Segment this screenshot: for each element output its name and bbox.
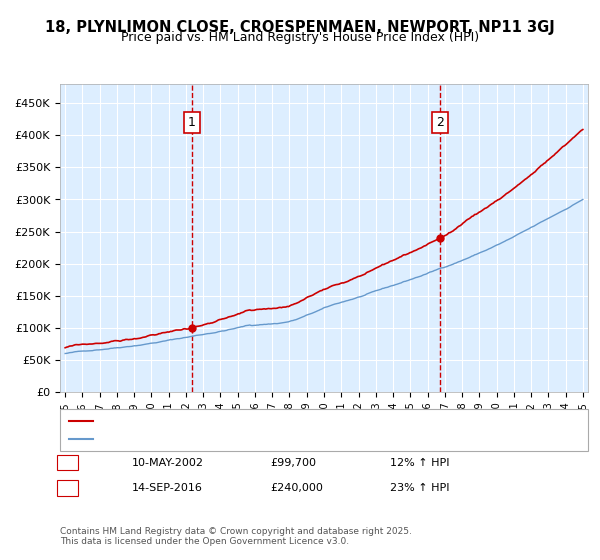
Text: 12% ↑ HPI: 12% ↑ HPI — [390, 458, 449, 468]
Text: Price paid vs. HM Land Registry's House Price Index (HPI): Price paid vs. HM Land Registry's House … — [121, 31, 479, 44]
Text: Contains HM Land Registry data © Crown copyright and database right 2025.
This d: Contains HM Land Registry data © Crown c… — [60, 526, 412, 546]
Text: £99,700: £99,700 — [270, 458, 316, 468]
Text: 23% ↑ HPI: 23% ↑ HPI — [390, 483, 449, 493]
Text: 2: 2 — [64, 483, 71, 493]
Text: 1: 1 — [188, 116, 196, 129]
Text: 18, PLYNLIMON CLOSE, CROESPENMAEN, NEWPORT, NP11 3GJ (detached house): 18, PLYNLIMON CLOSE, CROESPENMAEN, NEWPO… — [97, 416, 514, 426]
Text: HPI: Average price, detached house, Caerphilly: HPI: Average price, detached house, Caer… — [97, 434, 343, 444]
Text: 1: 1 — [64, 458, 71, 468]
Text: 2: 2 — [436, 116, 444, 129]
Text: 10-MAY-2002: 10-MAY-2002 — [132, 458, 204, 468]
Text: 14-SEP-2016: 14-SEP-2016 — [132, 483, 203, 493]
Text: 18, PLYNLIMON CLOSE, CROESPENMAEN, NEWPORT, NP11 3GJ: 18, PLYNLIMON CLOSE, CROESPENMAEN, NEWPO… — [45, 20, 555, 35]
Text: £240,000: £240,000 — [270, 483, 323, 493]
